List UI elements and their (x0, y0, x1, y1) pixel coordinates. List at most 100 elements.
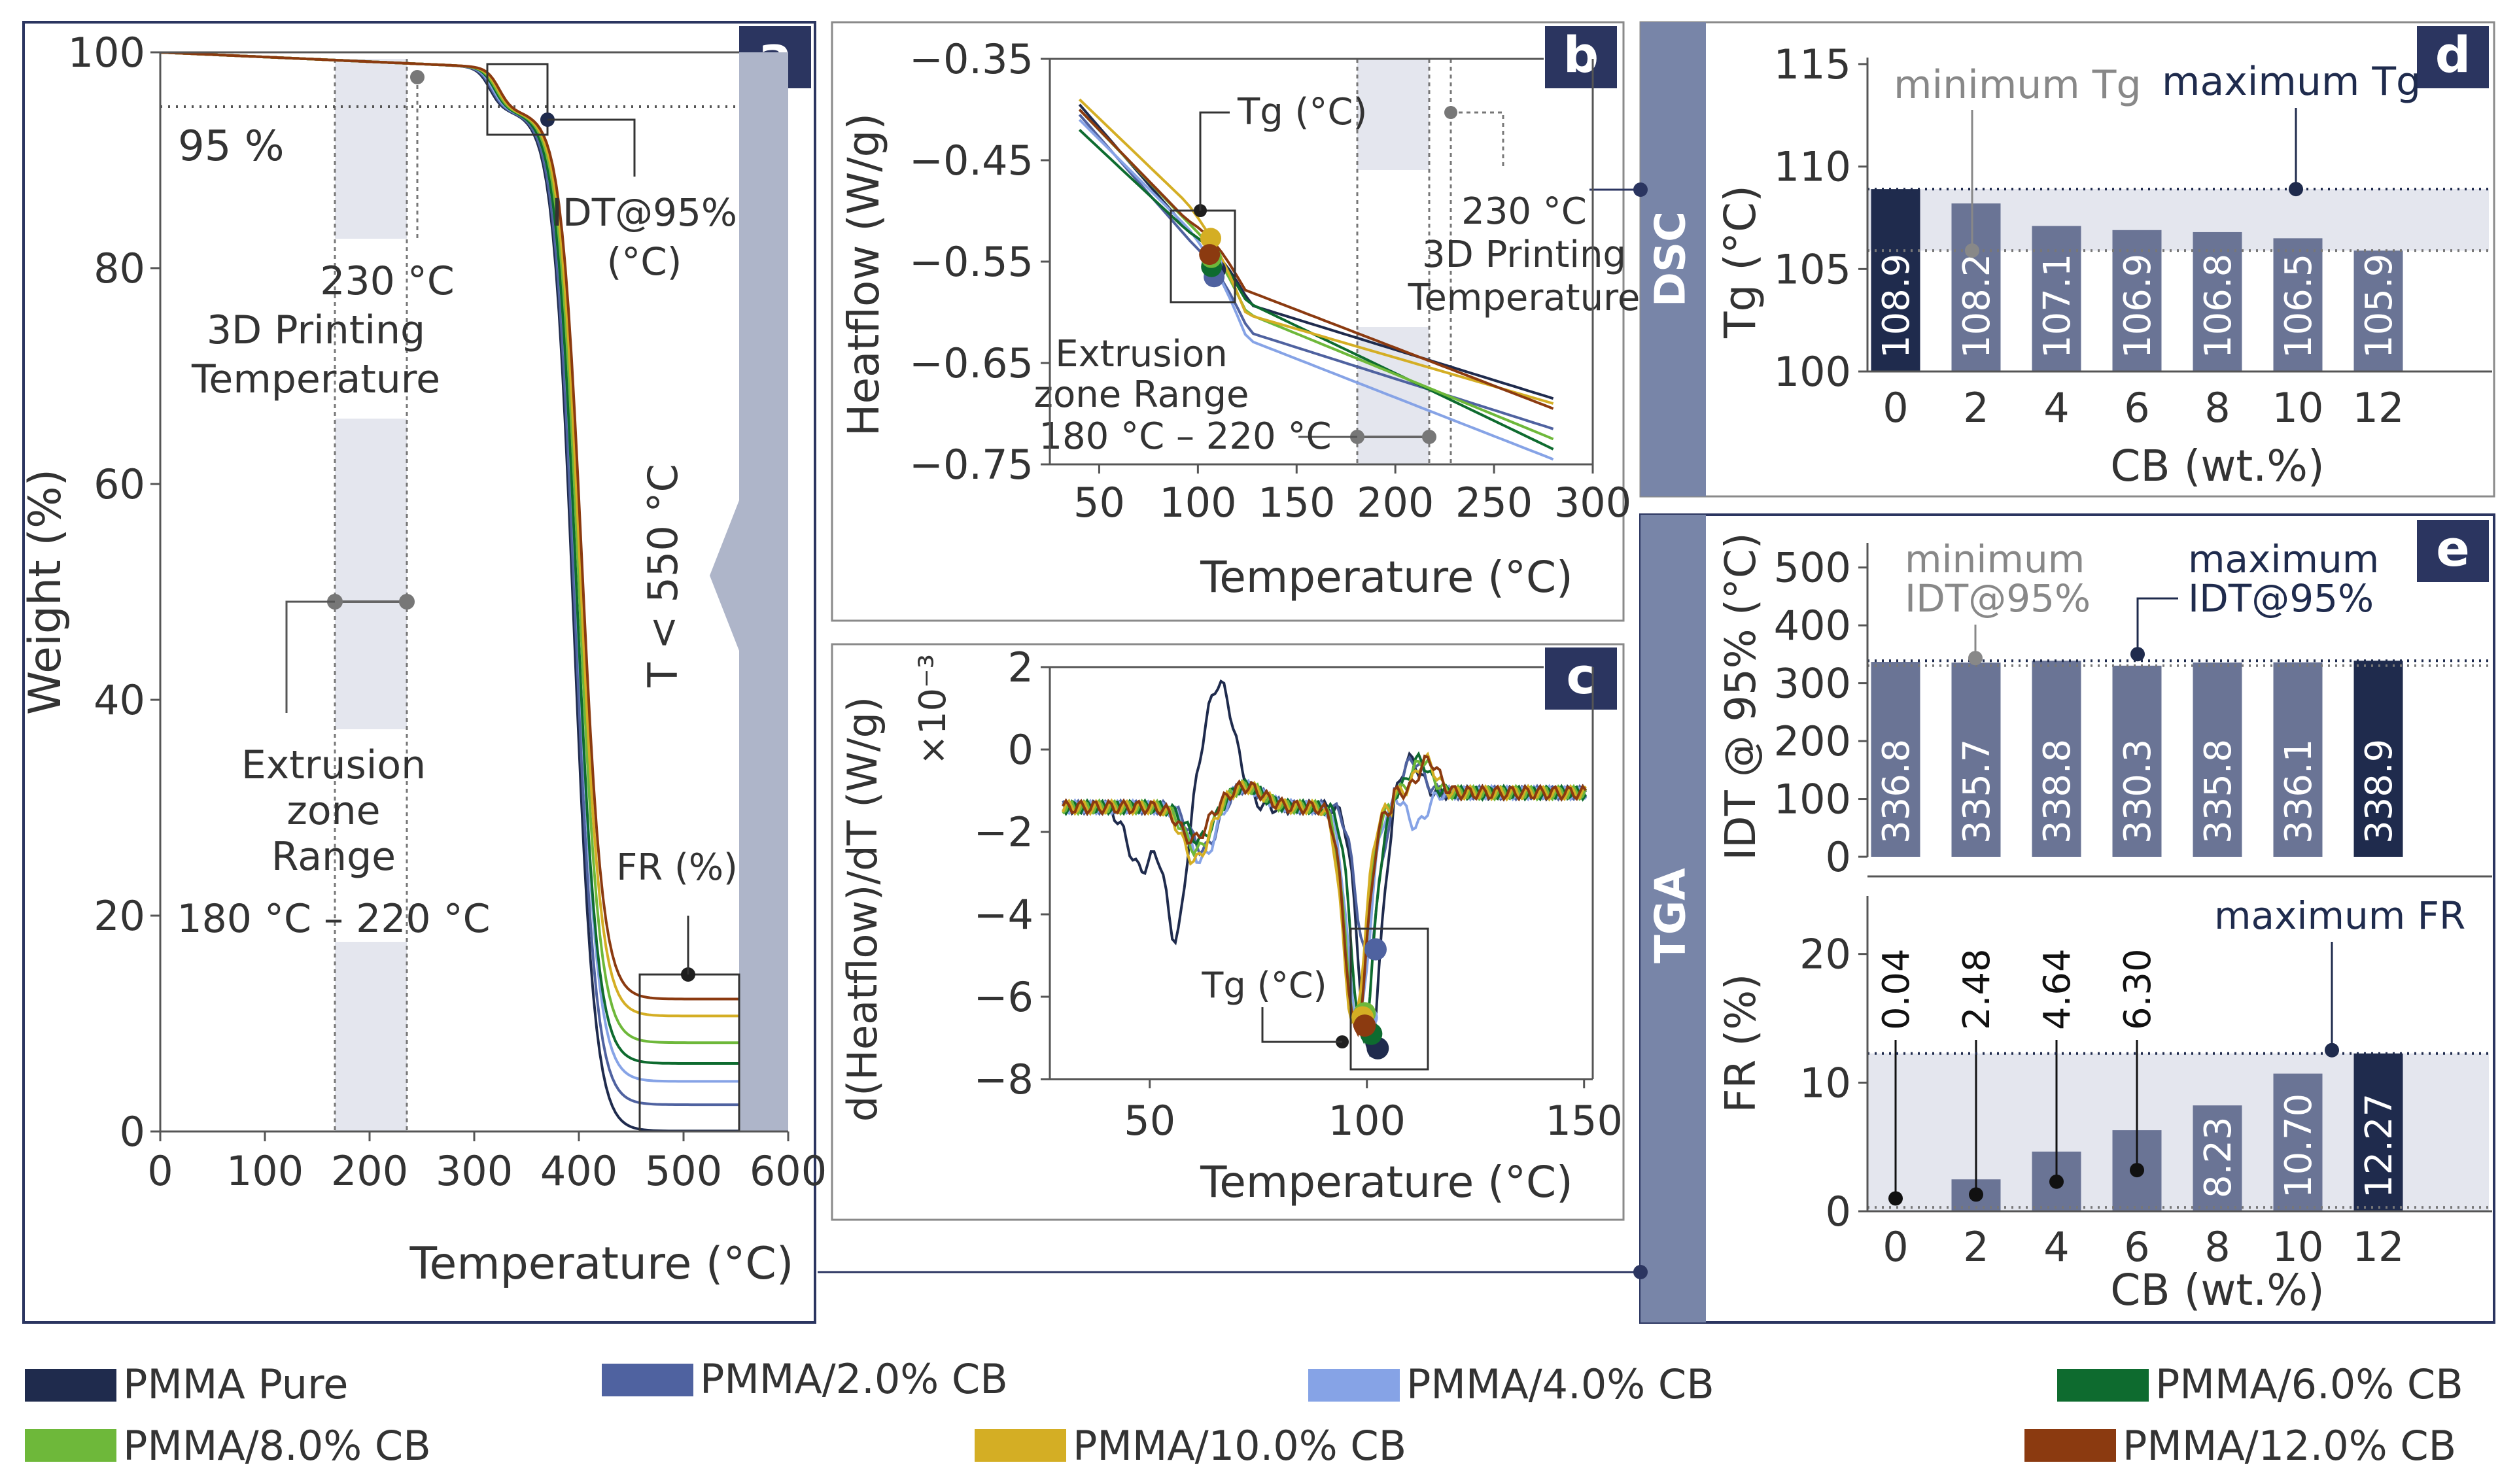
e-idt-value-4: 335.8 (2197, 739, 2240, 844)
a-print-temp-dot (410, 70, 425, 84)
d-value-4: 106.8 (2197, 254, 2240, 358)
c-ticks: 50 100 150 2 0 −2 −4 −6 −8 (974, 644, 1623, 1145)
e-idt-bar-0 (1871, 662, 1920, 857)
e-idt-bar-6 (2353, 661, 2403, 857)
c-xtick-label: 50 (1124, 1097, 1175, 1145)
a-ytick-label: 60 (94, 460, 145, 508)
b-curve-2 (1078, 118, 1554, 461)
legend: PMMA Pure PMMA/2.0% CB PMMA/4.0% CB PMMA… (25, 1355, 2463, 1470)
a-fr-label: FR (%) (616, 846, 738, 889)
d-xtick-label: 8 (2204, 384, 2230, 432)
side-tab-tga-label: TGA (1647, 868, 1695, 963)
legend-swatch-10cb (975, 1429, 1066, 1462)
d-bar-3 (2112, 230, 2162, 371)
c-tg-leader (1261, 1007, 1342, 1043)
e-top-ylabel: IDT @ 95% (°C) (1717, 532, 1765, 860)
e-top-ytick-label: 300 (1774, 660, 1851, 708)
b-tg-dot-6 (1199, 244, 1221, 266)
d-ytick-label: 115 (1774, 41, 1851, 88)
b-ytick-label: −0.45 (909, 137, 1033, 184)
a-print-label-1: 230 °C (320, 258, 455, 304)
tag-c: c (1566, 647, 1595, 705)
b-ytick-label: −0.55 (909, 238, 1033, 286)
c-tg-zoom-box (1349, 927, 1429, 1071)
tag-e-box (2417, 520, 2489, 582)
tag-b-box (1545, 26, 1617, 88)
d-bar-1 (1951, 203, 2001, 371)
a-ticks: 0 100 200 300 400 500 600 0 20 40 60 80 100 (68, 29, 827, 1195)
c-tg-dots (1351, 938, 1389, 1060)
c-xtick-label: 150 (1546, 1097, 1623, 1145)
d-bar-6 (2353, 250, 2403, 371)
d-xtick-label: 2 (1963, 384, 1988, 432)
legend-label-8cb: PMMA/8.0% CB (123, 1422, 431, 1470)
e-top-ytick-label: 200 (1774, 717, 1851, 765)
d-min-label: minimum Tg (1894, 62, 2142, 108)
e-xtick-label: 4 (2043, 1223, 2069, 1271)
c-ytick-label: 2 (1008, 644, 1033, 691)
panel-c-frame (831, 643, 1625, 1221)
b-print-label-3: Temperature (1408, 277, 1640, 319)
legend-swatch-8cb (25, 1429, 116, 1462)
b-xtick-label: 200 (1357, 479, 1434, 526)
a-xtick-label: 400 (540, 1147, 617, 1195)
d-value-3: 106.9 (2117, 254, 2159, 358)
e-xtick-label: 6 (2124, 1223, 2149, 1271)
d-value-5: 106.5 (2278, 254, 2320, 358)
d-ytick-label: 105 (1774, 245, 1851, 293)
e-idt-value-6: 338.9 (2358, 739, 2401, 844)
tag-c-box (1545, 647, 1617, 710)
legend-swatch-2cb (602, 1364, 693, 1396)
e-idt-value-1: 335.7 (1956, 739, 1998, 844)
a-idt-label-1: IDT@95% (551, 190, 737, 235)
connector-dot-b (1633, 182, 1648, 197)
a-extrusion-label-2: zone (286, 788, 380, 834)
a-idt-leader (547, 118, 636, 177)
a-xtick-label: 600 (750, 1147, 827, 1195)
e-top-ytick-label: 500 (1774, 544, 1851, 592)
e-idt-bar-5 (2273, 662, 2323, 857)
side-tab-tga (1640, 515, 1706, 1322)
c-tg-dot-1 (1364, 938, 1387, 961)
d-bar-5 (2273, 238, 2323, 371)
legend-label-2cb: PMMA/2.0% CB (700, 1355, 1008, 1403)
a-ylabel: Weight (%) (20, 469, 71, 715)
d-value-0: 108.9 (1875, 254, 1918, 358)
legend-label-10cb: PMMA/10.0% CB (1073, 1422, 1406, 1470)
a-band-1 (335, 59, 407, 239)
c-exponent-label: ×10⁻³ (912, 654, 954, 765)
b-extrusion-label-2: zone Range (1034, 373, 1249, 416)
c-xlabel: Temperature (°C) (1200, 1157, 1573, 1207)
b-extrusion-label-1: Extrusion (1055, 333, 1227, 375)
a-xlabel: Temperature (°C) (409, 1238, 794, 1290)
panel-b: Tg (°C) 230 °C 3D Printing Temperature E… (839, 35, 1640, 602)
e-xtick-label: 0 (1883, 1223, 1908, 1271)
c-ytick-label: −8 (974, 1056, 1033, 1103)
d-max-label: maximum Tg (2162, 59, 2421, 105)
d-ticks: 100 105 110 115 0 2 4 6 8 10 12 (1774, 41, 2492, 432)
a-curves (160, 52, 739, 1131)
e-idt-bar-2 (2032, 661, 2081, 857)
panel-b-frame (831, 21, 1625, 622)
d-value-6: 105.9 (2358, 254, 2401, 358)
a-extrusion-end-dot (399, 594, 415, 610)
a-curve-6 (160, 52, 739, 1001)
e-fr-bar-5 (2273, 1073, 2323, 1211)
legend-label-6cb: PMMA/6.0% CB (2155, 1360, 2463, 1408)
d-bars: 108.9 108.2 107.1 106.9 106.8 106.5 105.9 (1867, 108, 2489, 371)
d-xlabel: CB (wt.%) (2110, 441, 2324, 491)
e-fr-bars: 8.23 10.70 12.27 0.04 2.48 4.64 6.30 (1867, 942, 2489, 1211)
e-fr-bar-6 (2353, 1053, 2403, 1211)
e-bottom-ylabel: FR (%) (1717, 974, 1765, 1113)
a-ytick-label: 100 (68, 29, 145, 77)
e-top-ytick-label: 400 (1774, 602, 1851, 649)
panel-a: T < 550 °C 95 % 230 °C 3D Printing Tempe… (20, 29, 827, 1290)
c-curve-6 (1062, 754, 1587, 1038)
c-xtick-label: 100 (1328, 1097, 1406, 1145)
b-tg-dots (1199, 228, 1226, 288)
legend-label-4cb: PMMA/4.0% CB (1406, 1360, 1714, 1408)
a-extrusion-label-3: Range (271, 834, 396, 880)
tag-e: e (2436, 519, 2470, 578)
c-tg-dot-6 (1353, 1014, 1376, 1037)
a-band-2 (335, 419, 407, 729)
